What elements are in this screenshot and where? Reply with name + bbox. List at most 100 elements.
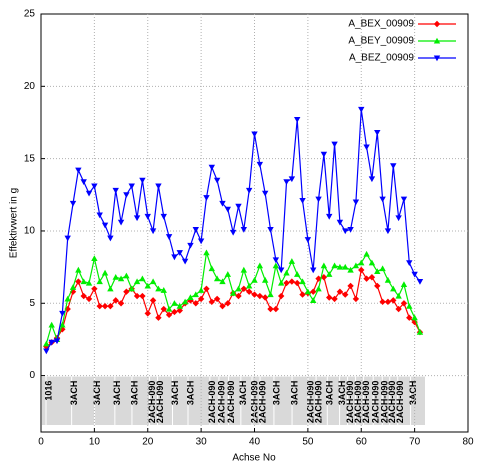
data-point <box>245 288 253 295</box>
x-tick-label: 40 <box>249 437 261 448</box>
data-point <box>384 276 392 283</box>
data-point <box>123 192 130 198</box>
data-point <box>251 131 258 138</box>
data-point <box>315 285 322 292</box>
data-point <box>85 295 93 303</box>
data-point <box>272 262 280 269</box>
data-point <box>171 254 178 261</box>
data-point <box>80 292 87 300</box>
data-point <box>144 213 151 220</box>
data-point <box>203 195 210 201</box>
data-point <box>390 163 397 170</box>
data-point <box>171 300 178 306</box>
data-point <box>400 196 408 203</box>
data-point <box>64 235 71 242</box>
data-point <box>299 198 306 204</box>
data-point <box>80 278 87 285</box>
data-point <box>139 292 146 300</box>
data-point <box>336 219 344 226</box>
data-point <box>203 285 210 293</box>
data-point <box>374 268 381 275</box>
band-label: 2ACH-090 <box>353 381 363 424</box>
band-label: 2ACH-090 <box>257 381 267 424</box>
data-point <box>277 267 285 274</box>
data-point <box>416 279 424 285</box>
data-point <box>133 278 141 285</box>
data-point <box>251 276 258 283</box>
data-point <box>133 215 141 222</box>
data-point <box>229 289 237 296</box>
data-point <box>224 271 232 277</box>
data-point <box>251 291 258 298</box>
data-point <box>139 275 146 282</box>
data-point <box>379 265 386 272</box>
data-point <box>299 291 306 298</box>
data-point <box>320 262 328 269</box>
data-point <box>91 255 98 261</box>
band-label: 2ACH-090 <box>216 381 226 424</box>
data-point <box>155 285 162 292</box>
data-point <box>224 206 232 213</box>
data-point <box>331 141 338 148</box>
data-point <box>96 212 103 219</box>
data-point <box>283 279 290 287</box>
data-point <box>123 272 130 279</box>
data-point <box>197 238 205 245</box>
series-line <box>45 268 421 348</box>
data-point <box>107 235 114 242</box>
band-label: 3ACH <box>129 381 139 406</box>
data-point <box>256 292 264 300</box>
x-tick-label: 10 <box>89 437 101 448</box>
data-point <box>245 282 253 289</box>
data-point <box>283 269 290 276</box>
data-point <box>128 285 135 292</box>
data-point <box>176 307 183 314</box>
data-point <box>326 213 333 220</box>
band-label: 2ACH-090 <box>226 381 236 424</box>
data-point <box>331 262 338 269</box>
data-point <box>347 266 354 273</box>
data-point <box>112 187 119 194</box>
data-point <box>59 321 66 328</box>
data-point <box>272 257 280 264</box>
data-point <box>187 294 194 301</box>
data-point <box>101 222 109 229</box>
data-point <box>160 213 167 220</box>
data-point <box>43 348 50 355</box>
data-point <box>288 176 296 183</box>
series-line <box>45 252 421 344</box>
legend-marker <box>433 37 441 44</box>
band-label: 3ACH <box>337 381 347 406</box>
data-point <box>261 294 269 301</box>
data-point <box>69 284 77 290</box>
data-point <box>384 298 392 306</box>
data-point <box>240 266 248 273</box>
data-point <box>315 196 322 203</box>
data-point <box>363 250 370 257</box>
data-point <box>411 271 418 278</box>
data-point <box>43 340 50 347</box>
data-point <box>347 282 354 290</box>
data-point <box>304 288 312 295</box>
y-tick-label: 15 <box>24 153 36 164</box>
data-point <box>107 285 114 292</box>
data-point <box>395 215 402 222</box>
data-point <box>208 298 215 306</box>
data-point <box>107 302 114 310</box>
data-point <box>69 200 77 207</box>
data-point <box>176 302 183 309</box>
x-tick-label: 50 <box>302 437 314 448</box>
data-point <box>213 177 221 184</box>
y-tick-label: 20 <box>24 81 36 92</box>
data-point <box>192 300 199 307</box>
data-point <box>379 298 386 306</box>
band-label: 3ACH <box>325 381 335 406</box>
band-label: 2ACH-090 <box>305 381 315 424</box>
band-label: 2ACH-090 <box>387 381 397 424</box>
data-point <box>64 295 71 302</box>
data-point <box>342 263 349 270</box>
data-point <box>80 179 87 185</box>
data-point <box>288 258 296 264</box>
data-point <box>395 292 402 299</box>
